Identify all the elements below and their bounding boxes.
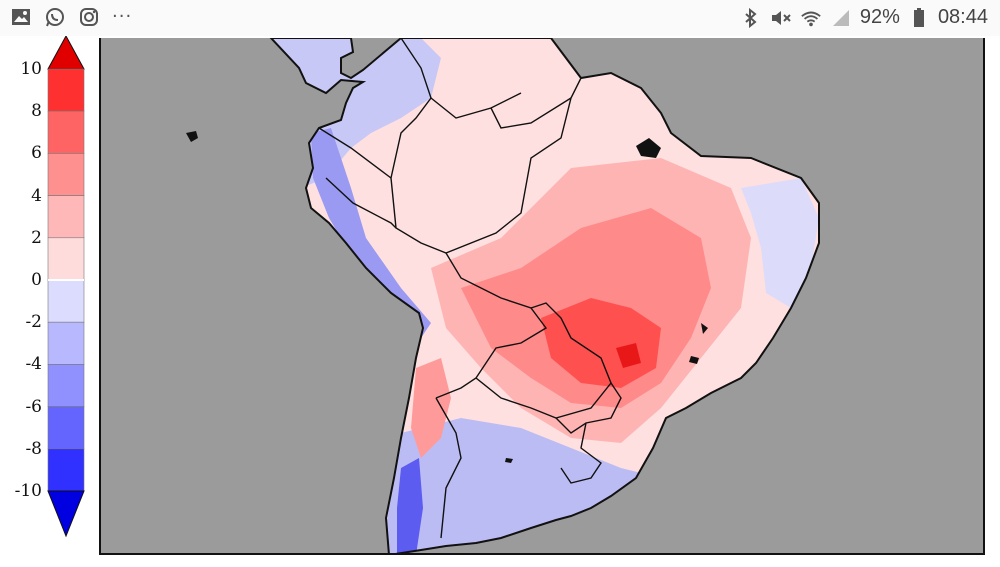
anomaly-positive-hotspot xyxy=(616,343,641,368)
battery-icon xyxy=(908,7,930,29)
colorbar-bin xyxy=(47,68,85,112)
colorbar-tick-label: 10 xyxy=(20,59,42,79)
colorbar-svg xyxy=(47,34,85,538)
colorbar-tick-label: 0 xyxy=(31,270,42,290)
island-markers xyxy=(186,131,708,463)
bluetooth-icon xyxy=(740,7,762,29)
coastline xyxy=(269,38,820,553)
colorbar-bin xyxy=(47,364,85,407)
colorbar-bin xyxy=(47,153,85,196)
anomaly-negative-south-andes xyxy=(397,458,423,553)
colorbar-tick-label: -2 xyxy=(25,312,42,333)
colorbar-tick-label: 8 xyxy=(31,101,42,122)
colorbar-bin xyxy=(47,195,85,239)
map-svg xyxy=(186,38,820,553)
whatsapp-icon xyxy=(44,6,66,28)
clock: 08:44 xyxy=(937,6,988,28)
colorbar-tick-label: 6 xyxy=(31,143,42,164)
colorbar-bin xyxy=(47,279,85,323)
colorbar-tick-label: 2 xyxy=(31,227,42,248)
status-bar: ··· 92% 08:44 xyxy=(0,0,1000,36)
colorbar-tick-label: 4 xyxy=(31,185,42,206)
colorbar-bin xyxy=(47,406,85,450)
system-status: 92% 08:44 xyxy=(740,6,988,29)
colorbar-tick-label: -10 xyxy=(14,481,42,501)
mute-icon xyxy=(770,7,792,29)
more-notifications-icon: ··· xyxy=(112,6,133,27)
colorbar-tick-label: -8 xyxy=(25,438,42,459)
colorbar-bin xyxy=(47,110,85,154)
signal-icon xyxy=(830,7,852,29)
colorbar-tick-label: -4 xyxy=(25,354,42,375)
anomaly-negative-andes-strip xyxy=(311,128,431,338)
instagram-icon xyxy=(78,6,100,28)
colorbar-min-arrow xyxy=(47,490,85,538)
colorbar-bin xyxy=(47,237,85,281)
colorbar-max-arrow xyxy=(47,34,85,70)
gallery-icon xyxy=(10,6,32,28)
wifi-icon xyxy=(800,7,822,29)
anomaly-positive-west-coast xyxy=(411,358,451,458)
colorbar-legend: 10 8 6 4 2 0 -2 -4 -6 -8 -10 xyxy=(0,34,95,563)
colorbar-bin xyxy=(47,448,85,492)
notification-icons: ··· xyxy=(10,6,132,28)
colorbar-tick-label: -6 xyxy=(25,396,42,417)
battery-percentage: 92% xyxy=(859,6,900,28)
anomaly-map xyxy=(99,38,985,555)
country-borders xyxy=(318,38,622,539)
anomaly-negative-northeast xyxy=(741,178,819,308)
colorbar-bin xyxy=(47,321,85,365)
